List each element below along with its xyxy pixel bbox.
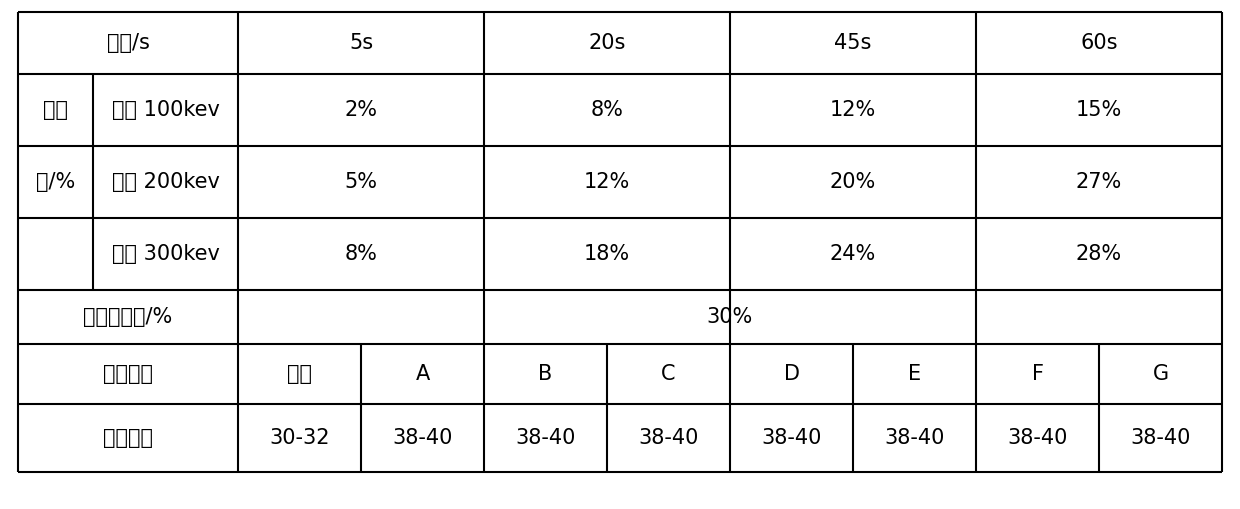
Text: 38-40: 38-40 [1131,428,1190,448]
Text: 12%: 12% [584,172,630,192]
Text: 薄膜位点: 薄膜位点 [103,364,153,384]
Text: 8%: 8% [590,100,624,120]
Text: 38-40: 38-40 [1007,428,1068,448]
Text: 38-40: 38-40 [639,428,698,448]
Text: G: G [1152,364,1168,384]
Text: 28%: 28% [1076,244,1122,264]
Text: 20s: 20s [588,33,626,53]
Text: 接枝: 接枝 [43,100,68,120]
Text: 能量 200kev: 能量 200kev [112,172,219,192]
Text: 38-40: 38-40 [516,428,575,448]
Text: 表面张力: 表面张力 [103,428,153,448]
Text: 5%: 5% [345,172,377,192]
Text: C: C [661,364,676,384]
Text: 5s: 5s [348,33,373,53]
Text: 2%: 2% [345,100,377,120]
Text: 原膜: 原膜 [286,364,312,384]
Text: 率/%: 率/% [36,172,76,192]
Text: 38-40: 38-40 [761,428,822,448]
Text: 能量 300kev: 能量 300kev [112,244,219,264]
Text: 60s: 60s [1080,33,1117,53]
Text: E: E [908,364,921,384]
Text: F: F [1032,364,1044,384]
Text: 38-40: 38-40 [392,428,453,448]
Text: 丙烯酸浓度/%: 丙烯酸浓度/% [83,307,172,327]
Text: 24%: 24% [830,244,877,264]
Text: B: B [538,364,553,384]
Text: 15%: 15% [1076,100,1122,120]
Text: 30%: 30% [707,307,753,327]
Text: 38-40: 38-40 [884,428,945,448]
Text: 18%: 18% [584,244,630,264]
Text: 20%: 20% [830,172,877,192]
Text: 能量 100kev: 能量 100kev [112,100,219,120]
Text: A: A [415,364,429,384]
Text: 时间/s: 时间/s [107,33,150,53]
Text: 30-32: 30-32 [269,428,330,448]
Text: 8%: 8% [345,244,377,264]
Text: 12%: 12% [830,100,877,120]
Text: 45s: 45s [835,33,872,53]
Text: 27%: 27% [1076,172,1122,192]
Text: D: D [784,364,800,384]
